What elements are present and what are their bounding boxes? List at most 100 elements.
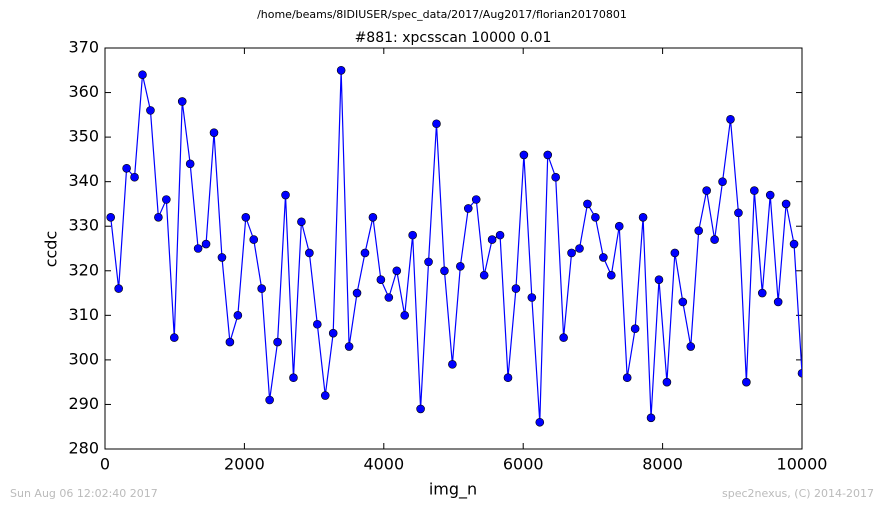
data-point (146, 106, 155, 115)
data-point (130, 172, 139, 182)
data-point (352, 288, 362, 298)
y-tick-label: 370 (68, 38, 99, 57)
data-point (281, 190, 290, 200)
footer-credit: spec2nexus, (C) 2014-2017 (722, 487, 874, 500)
data-point (225, 337, 235, 347)
x-tick-label: 2000 (224, 455, 265, 474)
data-point (400, 311, 410, 320)
data-point (742, 377, 751, 387)
data-point (106, 213, 116, 222)
y-tick-label: 280 (68, 439, 99, 458)
data-point (193, 244, 203, 253)
data-point (765, 190, 775, 200)
data-point (289, 373, 298, 383)
data-point (448, 360, 457, 369)
data-point (122, 164, 131, 173)
data-point (265, 395, 274, 405)
data-point (169, 333, 179, 342)
data-point (185, 159, 195, 169)
footer-date: Sun Aug 06 12:02:40 2017 (10, 487, 158, 500)
data-point (519, 150, 529, 160)
data-point (162, 195, 171, 204)
data-point (686, 342, 696, 351)
data-point (305, 248, 314, 258)
data-point (471, 195, 481, 204)
x-tick-label: 8000 (642, 455, 683, 474)
data-point (368, 213, 378, 222)
data-point (328, 328, 338, 338)
data-point (257, 284, 266, 293)
data-point (638, 213, 648, 222)
data-point (392, 266, 402, 276)
y-tick-label: 360 (68, 82, 99, 101)
data-point (797, 368, 802, 378)
x-tick-label: 6000 (503, 455, 544, 474)
data-point (320, 391, 330, 400)
data-point (702, 186, 711, 195)
data-point (360, 248, 370, 258)
x-tick-label: 10000 (777, 455, 828, 474)
data-point (622, 373, 632, 383)
data-point (154, 213, 163, 222)
data-point (591, 213, 600, 222)
data-point (313, 319, 322, 329)
data-point (734, 208, 743, 218)
data-point (479, 270, 489, 280)
data-point (599, 253, 608, 262)
data-point (432, 119, 441, 129)
y-axis-label: ccdc (42, 231, 61, 268)
suptitle: /home/beams/8IDIUSER/spec_data/2017/Aug2… (257, 8, 627, 21)
data-point (662, 377, 672, 387)
data-point (511, 284, 521, 293)
data-point (607, 270, 616, 280)
data-point (718, 177, 727, 186)
data-point (463, 204, 473, 213)
data-point (440, 266, 449, 276)
data-point (757, 288, 767, 298)
data-point (694, 226, 704, 235)
y-tick-label: 340 (68, 171, 99, 190)
data-point (209, 128, 219, 137)
y-tick-label: 350 (68, 127, 99, 146)
y-tick-label: 320 (68, 260, 99, 279)
data-point (535, 417, 545, 427)
data-point (408, 230, 417, 240)
data-point (614, 221, 624, 231)
data-point (773, 297, 783, 307)
x-tick-label: 4000 (363, 455, 404, 474)
data-point (527, 293, 537, 302)
plot-area (106, 65, 802, 427)
data-point (424, 257, 433, 267)
y-tick-label: 300 (68, 349, 99, 368)
data-point (416, 404, 425, 414)
data-point (670, 248, 680, 258)
data-point (646, 413, 656, 423)
data-point (710, 235, 719, 244)
data-point (559, 333, 568, 342)
data-point (551, 172, 560, 182)
data-point (575, 244, 584, 253)
data-point (789, 239, 799, 249)
data-point (273, 337, 282, 347)
data-point (233, 311, 243, 320)
data-point (487, 235, 497, 244)
data-point (456, 262, 465, 271)
data-point (726, 114, 735, 124)
data-point (297, 217, 306, 227)
data-point (750, 186, 759, 195)
axes-frame (104, 47, 803, 450)
y-tick-label: 310 (68, 305, 99, 324)
data-point (336, 65, 346, 75)
data-point (217, 253, 227, 262)
data-point (138, 70, 147, 80)
data-point (495, 230, 505, 240)
data-point (567, 248, 576, 258)
x-axis-label: img_n (429, 480, 477, 500)
data-point (201, 239, 211, 249)
data-point (654, 275, 664, 284)
data-line (110, 70, 802, 423)
data-point (249, 235, 259, 244)
data-point (177, 97, 187, 106)
